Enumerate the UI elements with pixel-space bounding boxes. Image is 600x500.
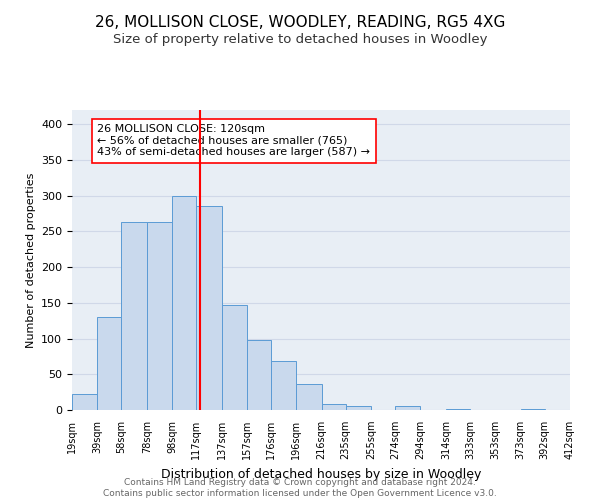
Bar [346,406,371,410]
Bar [172,196,196,410]
Text: 26, MOLLISON CLOSE, WOODLEY, READING, RG5 4XG: 26, MOLLISON CLOSE, WOODLEY, READING, RG… [95,15,505,30]
X-axis label: Distribution of detached houses by size in Woodley: Distribution of detached houses by size … [161,468,481,480]
Bar [247,340,271,410]
Bar [271,362,296,410]
Text: 26 MOLLISON CLOSE: 120sqm
← 56% of detached houses are smaller (765)
43% of semi: 26 MOLLISON CLOSE: 120sqm ← 56% of detac… [97,124,370,158]
Text: Contains HM Land Registry data © Crown copyright and database right 2024.
Contai: Contains HM Land Registry data © Crown c… [103,478,497,498]
Bar [221,305,247,410]
Bar [121,222,147,410]
Bar [72,394,97,410]
Bar [322,404,346,410]
Text: Size of property relative to detached houses in Woodley: Size of property relative to detached ho… [113,32,487,46]
Y-axis label: Number of detached properties: Number of detached properties [26,172,35,348]
Bar [395,406,421,410]
Bar [296,384,322,410]
Bar [446,408,470,410]
Bar [521,408,545,410]
Bar [196,206,221,410]
Bar [147,222,172,410]
Bar [97,317,121,410]
